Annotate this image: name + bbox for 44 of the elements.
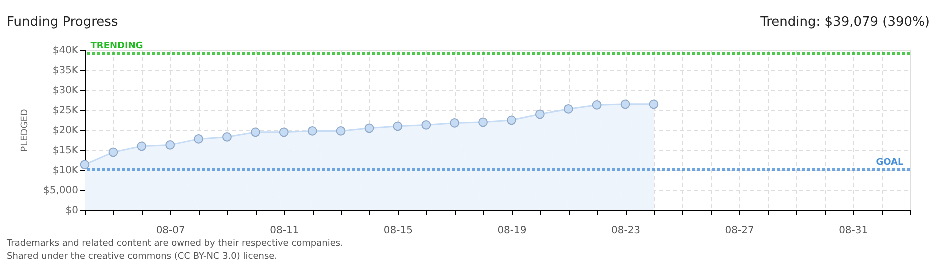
y-tick-label: $0 [66, 206, 78, 216]
point [564, 104, 574, 114]
y-tick-label: $35K [52, 66, 79, 76]
y-tick-label: $25K [52, 106, 79, 116]
point [80, 160, 90, 170]
point [422, 120, 432, 130]
point [222, 132, 232, 142]
x-tick-label: 08-23 [611, 226, 641, 236]
point [478, 118, 488, 128]
point [108, 148, 118, 158]
x-tick-label: 08-11 [270, 226, 300, 236]
y-tick-label: $40K [52, 46, 79, 56]
point [336, 126, 346, 136]
y-axis-title: PLEDGED [20, 109, 31, 152]
y-tick-label: $10K [52, 166, 79, 176]
point [535, 110, 545, 120]
y-tick-label: $5,000 [44, 186, 78, 196]
point [194, 134, 204, 144]
y-tick-label: $30K [52, 86, 79, 96]
point [393, 122, 403, 132]
x-tick-label: 08-31 [839, 226, 868, 236]
point [279, 128, 289, 138]
point [308, 126, 318, 136]
x-tick-label: 08-07 [156, 226, 186, 236]
text: Trademarks and related content are owned by their respective companies. [6, 239, 344, 249]
point [450, 118, 460, 128]
point [592, 100, 602, 110]
point [620, 100, 630, 110]
point [507, 116, 516, 126]
x-tick-label: 08-19 [498, 226, 527, 236]
x-tick-label: 08-15 [384, 226, 413, 236]
point [649, 100, 659, 110]
text: Shared under the creative commons (CC BY-NC 3.0) license. [7, 252, 278, 262]
point [166, 140, 176, 150]
y-tick-label: $15K [52, 146, 79, 156]
point [251, 128, 260, 138]
ref-line-label: GOAL [876, 158, 904, 168]
point [364, 124, 374, 134]
point [137, 142, 147, 152]
ref-line-label: TRENDING [90, 42, 144, 52]
text: Trending: $39,079 (390%) [760, 15, 930, 30]
y-tick-label: $20K [52, 126, 79, 136]
x-tick-label: 08-27 [725, 226, 754, 236]
chart-title: Funding Progress [7, 15, 118, 30]
